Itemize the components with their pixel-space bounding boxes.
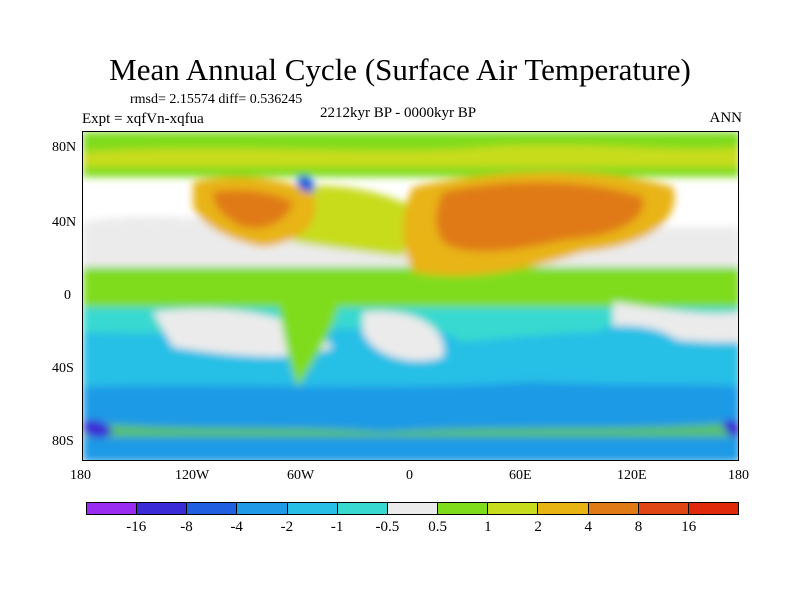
experiment-label: Expt = xqfVn-xqfua bbox=[82, 111, 204, 127]
colorbar-label: -16 bbox=[126, 519, 147, 535]
colorbar-swatch bbox=[287, 503, 338, 514]
colorbar-swatch bbox=[638, 503, 689, 514]
southern-ocean-colder-zone bbox=[83, 382, 738, 432]
lat-tick-0: 0 bbox=[64, 288, 71, 303]
colorbar-label: 2 bbox=[534, 519, 542, 535]
temperature-anomaly-map bbox=[83, 132, 738, 460]
lon-tick-120w: 120W bbox=[175, 468, 210, 483]
colorbar-label: 8 bbox=[634, 519, 643, 535]
lon-tick-180w: 180 bbox=[70, 468, 91, 483]
colorbar-swatch bbox=[87, 503, 138, 514]
colorbar-label: -8 bbox=[180, 519, 193, 535]
colorbar-label: 1 bbox=[484, 519, 492, 535]
north-atlantic-warm-zone bbox=[293, 185, 413, 257]
period-label: 2212kyr BP - 0000kyr BP bbox=[320, 105, 477, 121]
colorbar-label: -1 bbox=[330, 519, 344, 535]
colorbar-swatch bbox=[187, 503, 238, 514]
north-pacific-neutral-zone bbox=[83, 216, 253, 257]
colorbar-swatch bbox=[688, 503, 739, 514]
colorbar-swatch bbox=[387, 503, 439, 514]
lat-tick-80s: 80S bbox=[52, 434, 74, 449]
lat-tick-40n: 40N bbox=[52, 215, 77, 230]
colorbar-label: -2 bbox=[280, 519, 294, 535]
colorbar-swatch bbox=[588, 503, 639, 514]
lon-tick-120e: 120E bbox=[617, 468, 647, 483]
colorbar-swatch bbox=[438, 503, 489, 514]
lon-tick-60e: 60E bbox=[509, 468, 532, 483]
lon-tick-60w: 60W bbox=[287, 468, 315, 483]
colorbar-label: -0.5 bbox=[375, 519, 400, 535]
colorbar-swatch bbox=[538, 503, 589, 514]
chart-title: Mean Annual Cycle (Surface Air Temperatu… bbox=[109, 52, 691, 87]
colorbar-swatch bbox=[137, 503, 188, 514]
colorbar bbox=[86, 502, 739, 515]
colorbar-label: 16 bbox=[681, 519, 697, 535]
season-label: ANN bbox=[709, 110, 743, 126]
rmsd-diff-stats: rmsd= 2.15574 diff= 0.536245 bbox=[130, 92, 303, 107]
lon-tick-0: 0 bbox=[406, 468, 413, 483]
colorbar-swatch bbox=[237, 503, 288, 514]
australia-zone bbox=[603, 325, 688, 366]
lat-tick-40s: 40S bbox=[52, 361, 74, 376]
south-america-zone bbox=[278, 276, 338, 387]
colorbar-label: 4 bbox=[584, 519, 593, 535]
south-atlantic-neutral-patch bbox=[363, 311, 444, 361]
colorbar-label: -4 bbox=[230, 519, 243, 535]
colorbar-label: 0.5 bbox=[428, 519, 447, 535]
map-plot-area bbox=[82, 131, 739, 461]
lon-tick-180e: 180 bbox=[728, 468, 749, 483]
colorbar-swatch bbox=[337, 503, 388, 514]
lat-tick-80n: 80N bbox=[52, 140, 77, 155]
colorbar-swatch bbox=[488, 503, 539, 514]
